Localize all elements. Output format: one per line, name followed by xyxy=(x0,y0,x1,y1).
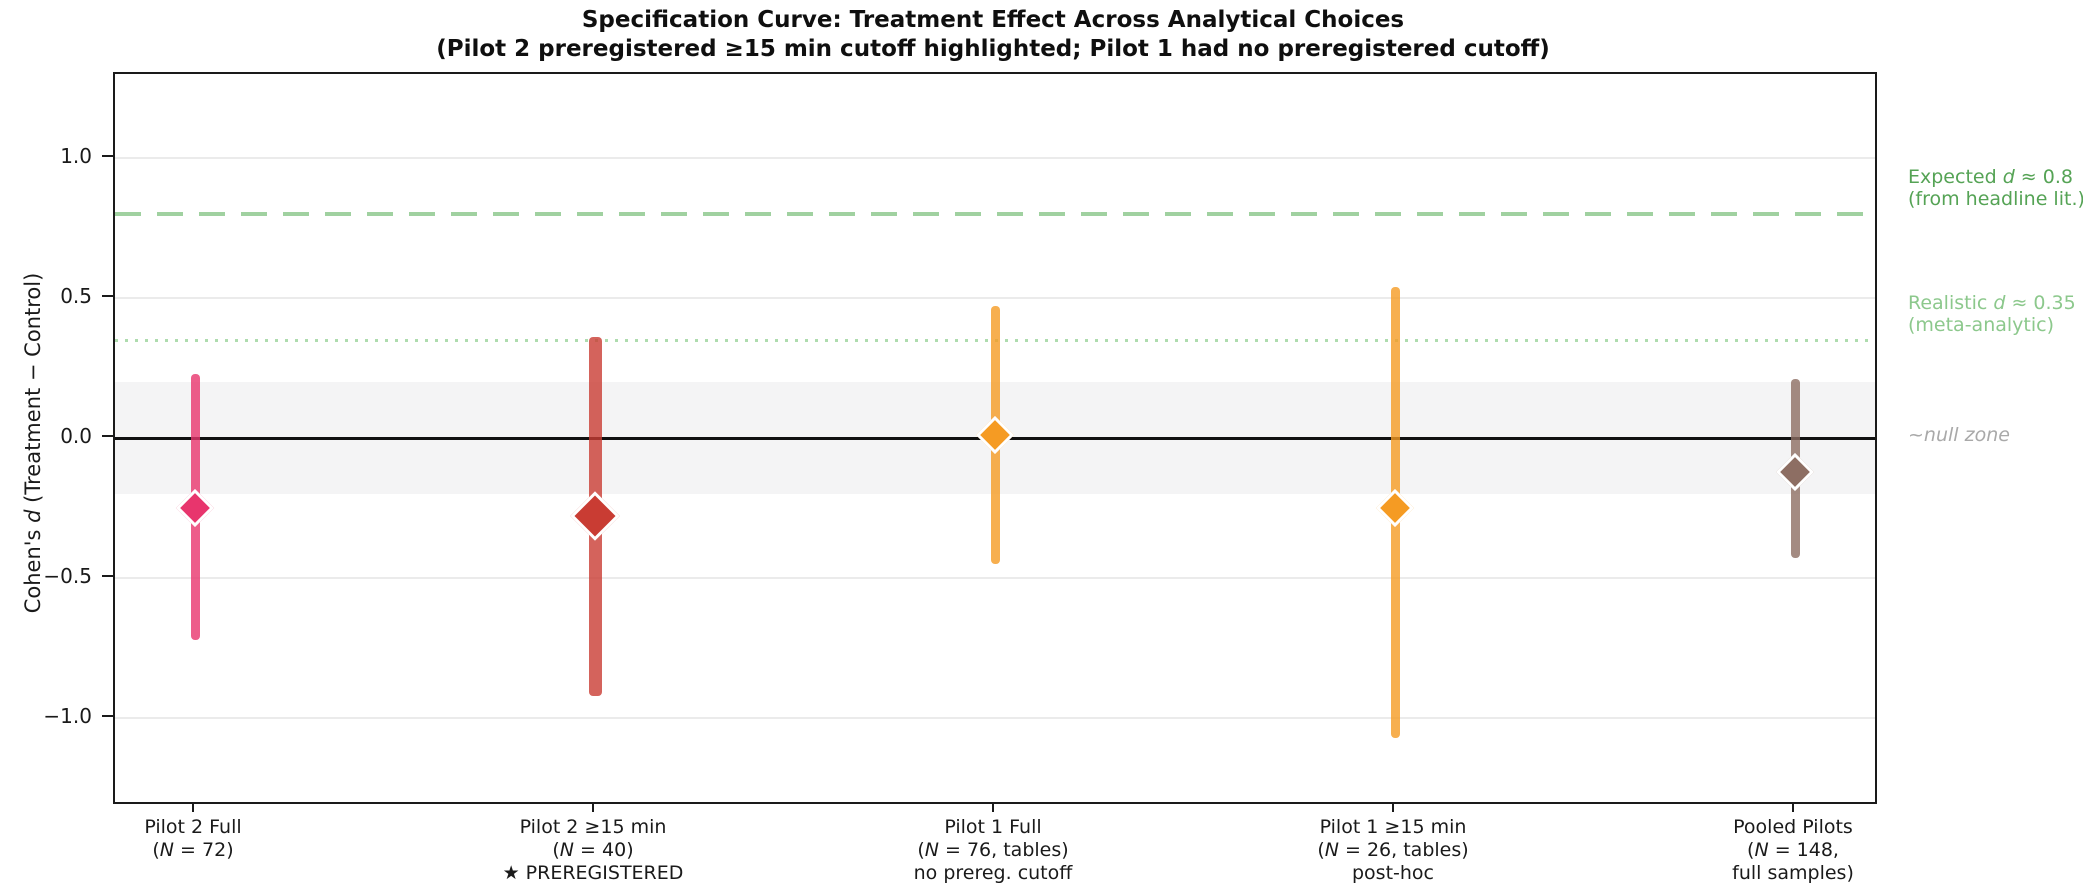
x-category-label: Pilot 2 ≥15 min (N = 40) ★ PREREGISTERED xyxy=(502,816,684,884)
null-zone-annotation: ~null zone xyxy=(1908,424,2010,446)
point-marker xyxy=(1375,488,1415,528)
point-marker xyxy=(570,491,620,542)
point-marker xyxy=(175,488,215,528)
y-tick-mark xyxy=(102,575,113,577)
reference-line-annotation: Expected d ≈ 0.8 (from headline lit.) xyxy=(1908,166,2083,210)
x-tick-mark xyxy=(592,802,594,812)
y-tick-label: −0.5 xyxy=(43,564,92,588)
chart-title: Specification Curve: Treatment Effect Ac… xyxy=(581,7,1405,33)
gridline xyxy=(115,157,1875,159)
y-tick-label: 1.0 xyxy=(60,144,92,168)
y-tick-mark xyxy=(102,295,113,297)
x-tick-mark xyxy=(192,802,194,812)
expected-effect-dashed-line xyxy=(115,212,1875,216)
y-tick-label: 0.0 xyxy=(60,424,92,448)
chart-subtitle: (Pilot 2 preregistered ≥15 min cutoff hi… xyxy=(436,36,1550,62)
y-tick-mark xyxy=(102,715,113,717)
x-category-label: Pilot 1 Full (N = 76, tables) no prereg. c… xyxy=(913,816,1073,884)
plot-area xyxy=(113,72,1877,804)
y-tick-label: 0.5 xyxy=(60,284,92,308)
chart-title-block: Specification Curve: Treatment Effect Ac… xyxy=(113,6,1873,64)
x-tick-mark xyxy=(1792,802,1794,812)
y-tick-label: −1.0 xyxy=(43,704,92,728)
x-tick-mark xyxy=(1392,802,1394,812)
x-category-label: Pilot 1 ≥15 min (N = 26, tables) post-hoc xyxy=(1317,816,1469,884)
gridline xyxy=(115,297,1875,299)
x-category-label: Pooled Pilots (N = 148, full samples) xyxy=(1732,816,1854,884)
reference-line-annotation: Realistic d ≈ 0.35 (meta-analytic) xyxy=(1908,292,2076,336)
x-tick-mark xyxy=(992,802,994,812)
y-tick-mark xyxy=(102,155,113,157)
y-tick-mark xyxy=(102,435,113,437)
gridline xyxy=(115,577,1875,579)
x-category-label: Pilot 2 Full (N = 72) xyxy=(144,816,242,861)
gridline xyxy=(115,717,1875,719)
